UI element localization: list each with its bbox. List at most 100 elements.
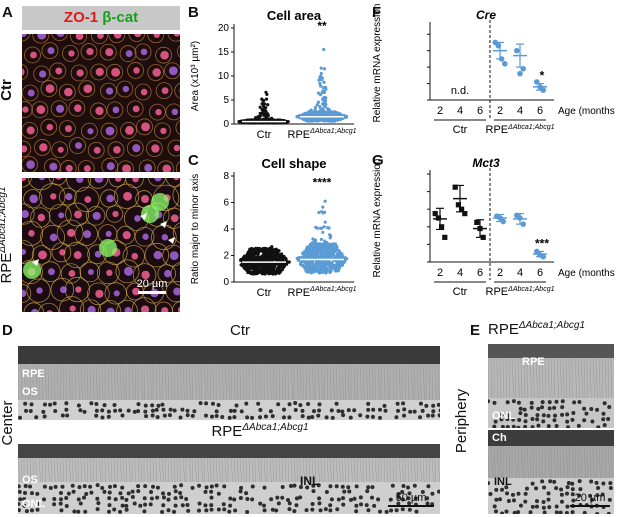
cell-border — [64, 276, 91, 303]
nucleus — [100, 408, 105, 413]
os-streak — [188, 457, 192, 483]
nucleus — [57, 146, 64, 153]
os-streak — [230, 457, 234, 483]
os-streak — [209, 457, 212, 483]
green-cluster — [23, 261, 41, 279]
nucleus — [150, 413, 155, 418]
data-point — [344, 115, 348, 119]
nucleus — [426, 484, 431, 489]
nucleus — [113, 290, 120, 297]
data-point — [264, 97, 269, 101]
os-streak — [547, 445, 550, 479]
nucleus — [401, 401, 406, 406]
os-streak — [218, 457, 221, 483]
os-streak — [311, 363, 315, 401]
cell-border — [56, 219, 84, 247]
data-point — [307, 259, 312, 263]
nucleus — [582, 406, 587, 411]
data-point — [282, 264, 286, 268]
nucleus — [334, 401, 339, 406]
os-streak — [86, 457, 89, 483]
nucleus — [64, 495, 69, 500]
data-point — [318, 271, 322, 275]
nucleus — [500, 412, 505, 417]
nucleus — [170, 214, 179, 223]
nucleus — [124, 307, 132, 312]
cell-border — [165, 178, 180, 188]
data-point — [321, 102, 325, 106]
nucleus — [179, 495, 184, 500]
green-cluster — [151, 193, 169, 211]
panel-g-letter: G — [372, 152, 384, 169]
nucleus — [572, 400, 577, 405]
data-point — [252, 267, 256, 271]
nucleus — [366, 401, 371, 406]
green-cluster — [141, 205, 159, 223]
data-point — [322, 90, 326, 94]
data-point — [296, 256, 300, 260]
cell-border — [115, 259, 140, 284]
nucleus — [400, 507, 405, 512]
os-streak — [320, 457, 323, 483]
nucleus — [55, 178, 62, 180]
os-streak — [119, 457, 123, 483]
data-point — [306, 111, 310, 115]
nucleus — [564, 511, 569, 514]
nucleus — [134, 34, 142, 38]
data-point — [320, 78, 324, 82]
os-streak — [158, 363, 161, 401]
nucleus — [173, 503, 178, 508]
os-streak — [245, 363, 248, 401]
chart-title: Cell area — [267, 8, 322, 23]
os-streak — [29, 457, 32, 483]
os-streak — [53, 457, 56, 483]
os-streak — [56, 363, 59, 401]
nucleus — [95, 507, 100, 512]
os-streak — [122, 363, 125, 401]
e-top-label-rpe: RPE — [522, 356, 545, 368]
nucleus — [149, 496, 154, 501]
os-streak — [505, 445, 508, 479]
nucleus — [437, 413, 440, 418]
nucleus — [22, 210, 29, 219]
nucleus — [150, 403, 155, 408]
nucleus — [418, 415, 423, 420]
data-point — [452, 184, 458, 190]
nucleus — [262, 503, 267, 508]
nucleus — [492, 424, 497, 428]
cell-border — [79, 261, 101, 283]
nucleus — [59, 508, 64, 513]
nucleus — [530, 417, 535, 422]
nucleus — [535, 413, 540, 418]
panel-d-bottom-title: RPEΔAbca1;Abcg1 — [160, 422, 360, 440]
data-point — [265, 249, 269, 253]
nucleus — [209, 507, 214, 512]
os-streak — [592, 357, 596, 399]
nd-label: n.d. — [451, 85, 469, 97]
nucleus — [136, 489, 141, 494]
os-streak — [317, 363, 320, 401]
os-streak — [553, 445, 556, 479]
data-point — [326, 226, 330, 230]
nucleus — [258, 415, 263, 420]
nucleus — [595, 511, 600, 514]
os-streak — [239, 363, 242, 401]
nucleus — [112, 210, 119, 218]
data-point — [313, 239, 317, 243]
cell-border — [165, 280, 180, 303]
nucleus — [227, 509, 232, 514]
label-center: Center — [0, 400, 16, 446]
nucleus — [120, 485, 125, 490]
data-point — [337, 266, 342, 270]
data-point — [320, 266, 325, 270]
nucleus — [42, 414, 47, 419]
os-streak — [242, 457, 245, 483]
os-streak — [410, 363, 414, 401]
nucleus — [95, 483, 100, 488]
cell-border — [31, 245, 52, 265]
nucleus — [294, 496, 299, 501]
nucleus — [84, 196, 92, 203]
nucleus — [204, 401, 209, 406]
nucleus — [329, 408, 334, 413]
nucleus — [554, 486, 559, 491]
